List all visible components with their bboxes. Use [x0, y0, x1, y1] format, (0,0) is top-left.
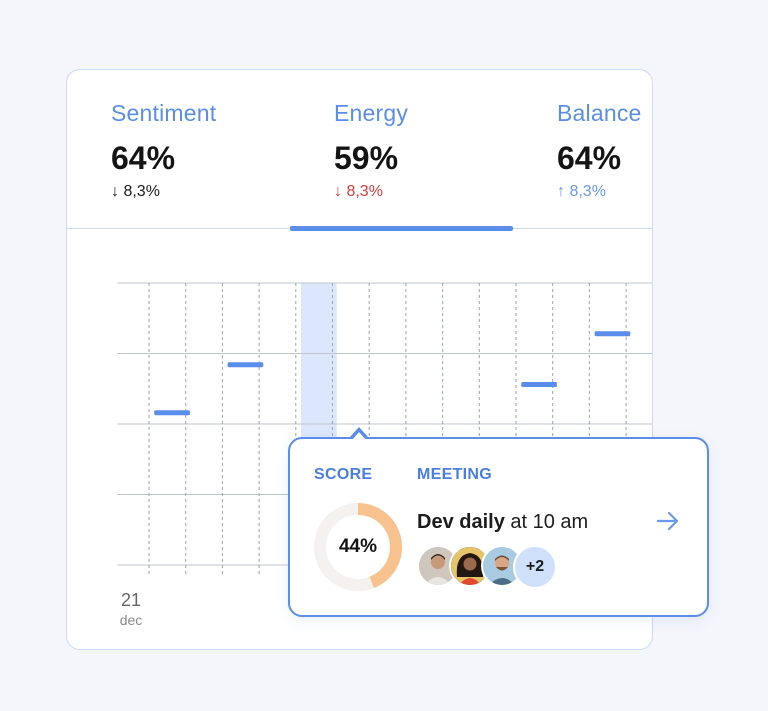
metric-value: 59%: [334, 140, 399, 176]
metric-label: Energy: [334, 100, 409, 126]
data-mark: [594, 331, 631, 337]
metric-sentiment[interactable]: Sentiment 64% ↓ 8,3%: [111, 100, 311, 201]
metric-delta: ↓ 8,3%: [334, 183, 534, 201]
metric-label: Balance: [557, 100, 642, 126]
metric-delta-value: 8,3%: [123, 183, 160, 200]
metric-balance[interactable]: Balance 64% ↑ 8,3%: [557, 100, 652, 201]
arrow-right-icon[interactable]: [654, 507, 682, 535]
metric-delta: ↓ 8,3%: [111, 183, 311, 201]
donut-fill: [314, 503, 402, 591]
meeting-name: Dev daily: [417, 511, 505, 533]
meeting-time: at 10 am: [510, 511, 589, 533]
arrow-down-icon: ↓: [334, 183, 342, 200]
metric-delta: ↑ 8,3%: [557, 183, 652, 201]
metric-delta-value: 8,3%: [569, 183, 606, 200]
data-mark: [521, 382, 557, 388]
meeting-header: MEETING: [417, 466, 492, 483]
arrow-up-icon: ↑: [557, 183, 565, 200]
date-day: 21: [120, 590, 142, 610]
metric-value: 64%: [557, 140, 622, 176]
metric-value: 64%: [111, 140, 176, 176]
active-tab-indicator: [290, 226, 513, 231]
meeting-popup[interactable]: SCORE MEETING 44% Dev daily at 10 am: [288, 437, 709, 617]
date-month: dec: [119, 612, 143, 628]
score-donut: [314, 503, 402, 591]
more-attendees-badge[interactable]: +2: [513, 545, 557, 589]
popup-caret-inner: [353, 432, 365, 439]
score-value: 44%: [338, 536, 378, 557]
date-label-start: 21 dec: [111, 590, 151, 628]
arrow-down-icon: ↓: [111, 183, 119, 200]
person-icon: [451, 547, 489, 585]
data-mark: [154, 410, 190, 416]
metric-energy[interactable]: Energy 59% ↓ 8,3%: [334, 100, 534, 201]
metric-delta-value: 8,3%: [346, 183, 383, 200]
person-icon: [483, 547, 521, 585]
metric-label: Sentiment: [111, 100, 217, 126]
meeting-title[interactable]: Dev daily at 10 am: [417, 511, 588, 534]
score-header: SCORE: [314, 466, 373, 483]
data-mark: [227, 362, 264, 368]
